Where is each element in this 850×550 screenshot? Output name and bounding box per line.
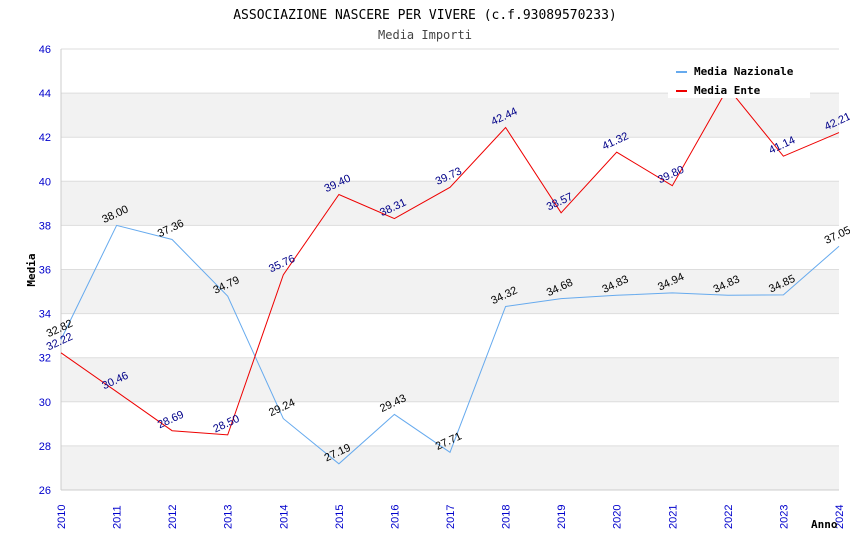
x-tick-label: 2018 [501,505,513,529]
legend-box [668,60,810,98]
y-tick-label: 32 [39,353,51,365]
x-tick-label: 2021 [667,505,679,529]
x-tick-label: 2015 [334,505,346,529]
x-tick-label: 2014 [278,505,290,529]
y-tick-label: 30 [39,397,51,409]
series-line-media-nazionale [60,224,840,465]
y-tick-label: 42 [39,132,51,144]
x-axis-ticks: 2010 2011 2012 2013 2014 2015 2016 2017 2018 2019… [56,505,846,529]
plot-band [61,445,839,490]
x-tick-label: 2016 [389,505,401,529]
x-tick-label: 2011 [112,505,124,529]
y-tick-label: 26 [39,485,51,497]
x-tick-label: 2010 [56,505,68,529]
legend: Media Nazionale Media Ente [668,60,810,98]
plot-band [61,401,839,446]
x-tick-label: 2024 [834,505,846,529]
plot-band [61,181,839,226]
axes [60,49,839,491]
y-tick-label: 46 [39,44,51,56]
chart-subtitle: Media Importi [378,28,472,42]
legend-label-media-ente: Media Ente [694,84,761,97]
plot-band [61,269,839,314]
y-axis-ticks: 26 28 30 32 34 36 38 40 42 44 46 [39,44,51,497]
series-line-media-ente [60,86,840,436]
legend-label-media-nazionale: Media Nazionale [694,65,794,78]
series-lines [60,86,840,465]
x-tick-label: 2023 [778,505,790,529]
x-tick-label: 2017 [445,505,457,529]
y-axis-label: Media [25,253,38,286]
plot-band [61,313,839,358]
x-tick-label: 2013 [223,505,235,529]
x-tick-label: 2022 [723,505,735,529]
y-tick-label: 38 [39,220,51,232]
plot-band [61,357,839,402]
y-tick-label: 28 [39,441,51,453]
x-tick-label: 2019 [556,505,568,529]
y-tick-label: 40 [39,176,51,188]
x-axis-label: Anno [811,518,838,531]
y-tick-label: 44 [39,88,51,100]
plot-band [61,225,839,270]
x-tick-label: 2020 [612,505,624,529]
plot-band [61,93,839,138]
y-tick-label: 34 [39,309,51,321]
chart-title: ASSOCIAZIONE NASCERE PER VIVERE (c.f.930… [233,8,617,23]
x-tick-label: 2012 [167,505,179,529]
plot-background [61,49,839,490]
y-tick-label: 36 [39,265,51,277]
plot-band [61,137,839,182]
